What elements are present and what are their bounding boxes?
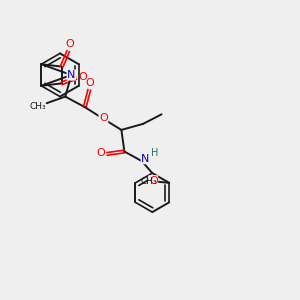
Text: O: O <box>99 113 108 124</box>
Text: O: O <box>149 176 158 186</box>
Text: O: O <box>96 148 105 158</box>
Text: H: H <box>151 148 159 158</box>
Text: CH₃: CH₃ <box>140 177 157 186</box>
Text: CH₃: CH₃ <box>30 102 46 111</box>
Text: O: O <box>85 78 94 88</box>
Text: O: O <box>65 39 74 50</box>
Text: N: N <box>67 70 76 80</box>
Text: O: O <box>78 72 87 82</box>
Text: N: N <box>141 154 150 164</box>
